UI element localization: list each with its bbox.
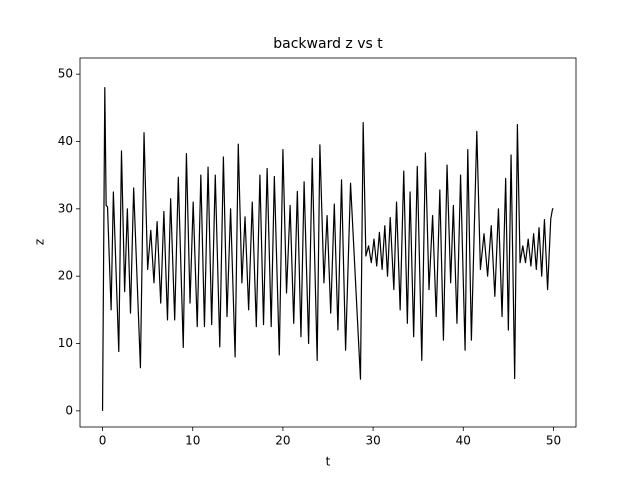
data-line	[101, 87, 554, 411]
x-tick-label: 10	[185, 434, 200, 448]
y-tick-label: 50	[58, 67, 73, 81]
x-tick-label: 30	[365, 434, 380, 448]
y-tick-label: 0	[65, 403, 73, 417]
x-tick-label: 40	[456, 434, 471, 448]
y-axis-label: z	[33, 239, 47, 245]
y-tick-label: 20	[58, 269, 73, 283]
y-tick-label: 10	[58, 336, 73, 350]
y-tick-label: 40	[58, 134, 73, 148]
x-tick-label: 20	[275, 434, 290, 448]
x-tick-label: 0	[99, 434, 107, 448]
plot-frame	[79, 57, 577, 428]
x-axis-label: t	[326, 455, 331, 469]
x-tick-label: 50	[546, 434, 561, 448]
chart-title: backward z vs t	[273, 36, 383, 52]
y-tick-label: 30	[58, 201, 73, 215]
